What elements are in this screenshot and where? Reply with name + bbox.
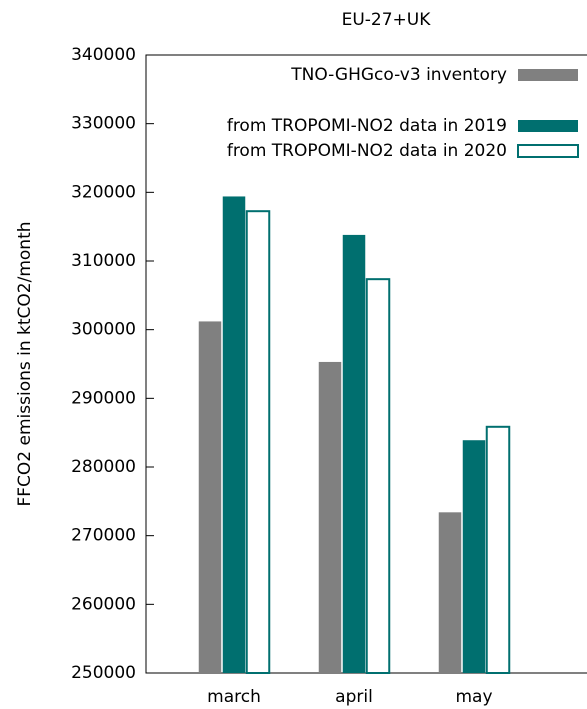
y-tick-label: 330000 — [71, 114, 136, 134]
bar — [485, 425, 511, 674]
y-tick-label: 310000 — [71, 251, 136, 271]
bar — [222, 196, 246, 673]
legend-label: from TROPOMI-NO2 data in 2020 — [227, 141, 507, 161]
bar — [462, 440, 486, 673]
y-tick-label: 320000 — [71, 182, 136, 202]
y-tick-label: 250000 — [71, 663, 136, 683]
bar — [365, 278, 391, 674]
legend-label: from TROPOMI-NO2 data in 2019 — [227, 116, 507, 136]
x-tick-label: may — [455, 687, 492, 707]
bar — [245, 210, 271, 674]
legend-swatch — [518, 120, 578, 132]
y-tick-label: 340000 — [71, 45, 136, 65]
x-tick-label: april — [335, 687, 373, 707]
y-axis-label: FFCO2 emissions in ktCO2/month — [15, 221, 35, 506]
chart-title: EU-27+UK — [342, 10, 432, 30]
bar — [198, 321, 222, 673]
bar — [438, 512, 462, 673]
legend-swatch — [518, 69, 578, 81]
y-tick-label: 280000 — [71, 457, 136, 477]
legend-label: TNO-GHGco-v3 inventory — [290, 65, 507, 85]
legend-swatch — [517, 144, 579, 158]
y-tick-label: 290000 — [71, 388, 136, 408]
bar — [342, 234, 366, 673]
y-tick-label: 260000 — [71, 594, 136, 614]
y-tick-label: 270000 — [71, 526, 136, 546]
y-tick-label: 300000 — [71, 320, 136, 340]
x-tick-label: march — [207, 687, 261, 707]
bar — [318, 361, 342, 673]
